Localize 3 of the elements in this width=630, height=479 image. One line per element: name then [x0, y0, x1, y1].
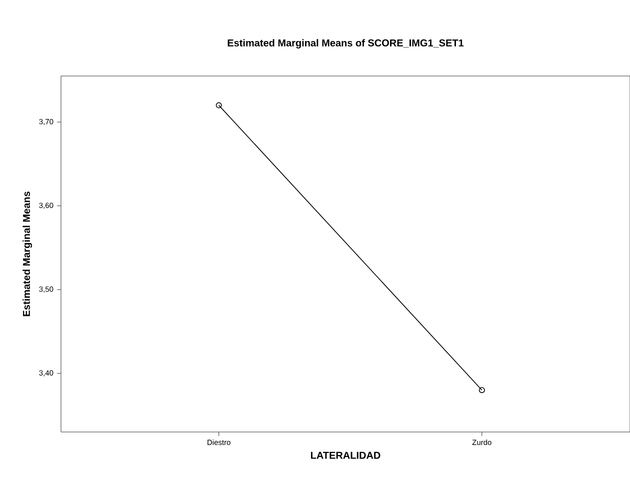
y-axis-title: Estimated Marginal Means	[22, 192, 32, 316]
x-axis-title: LATERALIDAD	[310, 452, 380, 459]
chart-title: Estimated Marginal Means of SCORE_IMG1_SET1	[228, 39, 464, 48]
